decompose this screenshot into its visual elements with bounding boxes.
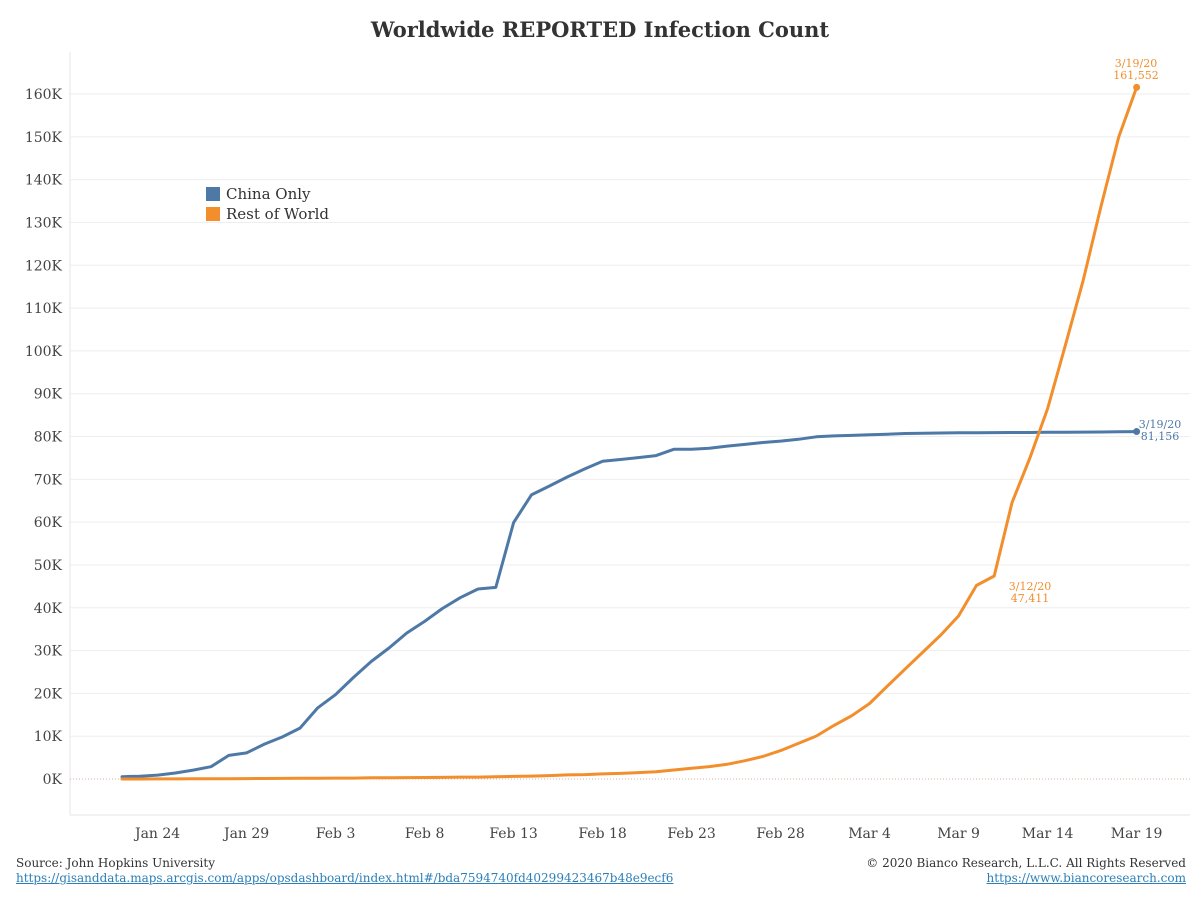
legend-swatch-rest-of-world	[206, 207, 220, 221]
annotation-value: 47,411	[1011, 592, 1050, 605]
y-tick-label: 60K	[34, 515, 63, 531]
x-tick-label: Mar 14	[1022, 826, 1074, 842]
y-tick-label: 140K	[25, 173, 63, 189]
x-tick-label: Feb 13	[489, 826, 537, 842]
y-tick-label: 130K	[25, 215, 63, 231]
legend-swatch-china	[206, 187, 220, 201]
x-tick-label: Feb 3	[316, 826, 356, 842]
y-tick-label: 80K	[34, 430, 63, 446]
x-tick-label: Feb 18	[578, 826, 626, 842]
series-line-china	[120, 430, 1139, 779]
y-tick-label: 50K	[34, 558, 63, 574]
chart-title: Worldwide REPORTED Infection Count	[370, 17, 830, 42]
source-text: Source: John Hopkins University	[16, 856, 215, 870]
y-tick-label: 40K	[34, 601, 63, 617]
y-tick-label: 120K	[25, 258, 63, 274]
legend-label-china: China Only	[226, 185, 311, 203]
y-tick-label: 90K	[34, 387, 63, 403]
y-tick-label: 30K	[34, 644, 63, 660]
annotation-date: 3/12/20	[1009, 580, 1051, 593]
y-tick-label: 150K	[25, 130, 63, 146]
y-tick-label: 160K	[25, 87, 63, 103]
endpoint-china	[1133, 428, 1141, 436]
x-tick-label: Jan 24	[133, 826, 180, 842]
annotation-date: 3/19/20	[1139, 418, 1181, 431]
annotation-value: 161,552	[1113, 69, 1159, 82]
legend-item-china: China Only	[206, 184, 329, 204]
y-axis: 0K 10K 20K 30K 40K 50K 60K 70K 80K 90K 100K 110K 120…	[25, 87, 63, 788]
legend-item-rest-of-world: Rest of World	[206, 204, 329, 224]
y-tick-label: 110K	[25, 301, 63, 317]
x-tick-label: Mar 4	[848, 826, 891, 842]
footer-source: Source: John Hopkins University https://…	[16, 856, 673, 886]
endpoint-rest-of-world	[1133, 83, 1141, 91]
y-tick-label: 70K	[34, 472, 63, 488]
series-line-rest-of-world	[120, 85, 1139, 781]
annotation-date: 3/19/20	[1115, 57, 1157, 70]
site-link[interactable]: https://www.biancoresearch.com	[986, 871, 1186, 885]
series-lines	[120, 83, 1141, 781]
x-tick-label: Mar 9	[937, 826, 980, 842]
legend: China Only Rest of World	[206, 184, 329, 224]
x-tick-label: Feb 8	[405, 826, 445, 842]
x-tick-label: Feb 28	[756, 826, 804, 842]
x-tick-label: Jan 29	[222, 826, 269, 842]
y-tick-label: 10K	[34, 729, 63, 745]
legend-label-rest-of-world: Rest of World	[226, 205, 330, 223]
y-tick-label: 100K	[25, 344, 63, 360]
x-tick-label: Feb 23	[667, 826, 715, 842]
x-axis: Jan 24 Jan 29 Feb 3 Feb 8 Feb 13 Feb 18 Feb 23…	[133, 826, 1162, 842]
source-link[interactable]: https://gisanddata.maps.arcgis.com/apps/…	[16, 871, 674, 885]
copyright-text: © 2020 Bianco Research, L.L.C. All Right…	[866, 856, 1186, 870]
gridlines	[69, 52, 1190, 816]
y-tick-label: 0K	[43, 772, 63, 788]
annotation-value: 81,156	[1141, 430, 1180, 443]
x-tick-label: Mar 19	[1111, 826, 1163, 842]
footer-copyright: © 2020 Bianco Research, L.L.C. All Right…	[866, 856, 1186, 886]
y-tick-label: 20K	[34, 686, 63, 702]
